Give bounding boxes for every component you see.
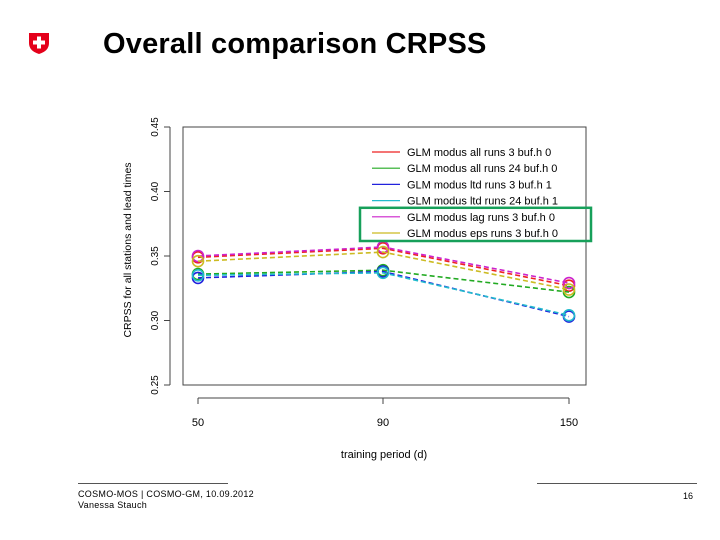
legend-entry: GLM modus lag runs 3 buf.h 0	[407, 212, 555, 224]
series-line	[197, 271, 570, 317]
footer-divider-left	[78, 483, 228, 484]
data-point	[562, 276, 576, 290]
crpss-line-chart: 50 90 150 training period (d) 0.25 0.30 0.35 0.…	[122, 117, 593, 461]
footer-event: COSMO-MOS | COSMO-GM, 10.09.2012	[78, 489, 254, 499]
y-tick-label: 0.25	[150, 375, 161, 395]
legend-entry: GLM modus all runs 3 buf.h 0	[407, 147, 551, 159]
swiss-cross-logo	[29, 33, 49, 54]
x-axis-label: training period (d)	[341, 449, 427, 461]
y-tick-label: 0.45	[150, 117, 161, 137]
data-point	[191, 249, 205, 263]
y-axis-label: CRPSS for all stations and lead times	[122, 162, 134, 337]
data-point	[562, 308, 576, 322]
y-tick-label: 0.30	[150, 310, 161, 330]
data-point	[191, 254, 205, 268]
y-tick-label: 0.35	[150, 246, 161, 266]
series-line	[197, 251, 570, 291]
x-tick-label: 90	[377, 417, 389, 429]
footer-divider-right	[537, 483, 697, 484]
series-line	[197, 269, 570, 293]
x-tick-label: 50	[192, 417, 204, 429]
page-number: 16	[682, 491, 693, 501]
plot-frame	[182, 126, 587, 386]
legend-entry: GLM modus all runs 24 buf.h 0	[407, 163, 557, 175]
legend-entry: GLM modus eps runs 3 buf.h 0	[407, 228, 558, 240]
footer-text: COSMO-MOS | COSMO-GM, 10.09.2012 Vanessa…	[78, 489, 254, 511]
series-line	[197, 247, 570, 287]
data-point	[562, 283, 576, 296]
data-point	[376, 266, 390, 280]
footer-author: Vanessa Stauch	[78, 500, 148, 510]
x-tick-label: 150	[560, 417, 578, 429]
legend-entry: GLM modus ltd runs 24 buf.h 1	[407, 196, 558, 208]
y-tick-label: 0.40	[150, 181, 161, 201]
data-point	[191, 268, 205, 282]
legend-entry: GLM modus ltd runs 3 buf.h 1	[407, 179, 552, 191]
legend-highlight-box	[358, 206, 593, 243]
slide-title: Overall comparison CRPSS	[103, 28, 487, 60]
data-point	[376, 245, 390, 259]
